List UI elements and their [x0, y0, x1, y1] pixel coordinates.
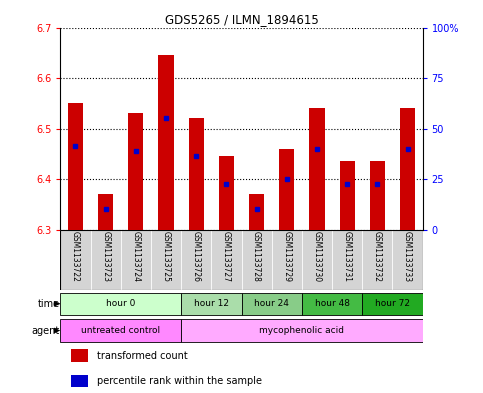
- Bar: [362, 230, 393, 290]
- Bar: [212, 230, 242, 290]
- Bar: [60, 292, 181, 315]
- Text: GSM1133733: GSM1133733: [403, 231, 412, 283]
- Bar: [302, 292, 362, 315]
- Bar: [68, 103, 83, 230]
- Text: GSM1133732: GSM1133732: [373, 231, 382, 282]
- Bar: [151, 230, 181, 290]
- Bar: [332, 230, 362, 290]
- Bar: [219, 156, 234, 230]
- Bar: [400, 108, 415, 230]
- Bar: [158, 55, 173, 230]
- Bar: [181, 319, 423, 342]
- Text: GSM1133731: GSM1133731: [342, 231, 352, 282]
- Text: transformed count: transformed count: [97, 351, 187, 361]
- Bar: [71, 349, 87, 362]
- Bar: [189, 118, 204, 230]
- Text: GSM1133724: GSM1133724: [131, 231, 141, 282]
- Text: GSM1133723: GSM1133723: [101, 231, 110, 282]
- Bar: [370, 162, 385, 230]
- Text: untreated control: untreated control: [81, 326, 160, 335]
- Text: GSM1133727: GSM1133727: [222, 231, 231, 282]
- Text: hour 0: hour 0: [106, 299, 135, 308]
- Text: GSM1133725: GSM1133725: [161, 231, 170, 282]
- Bar: [340, 162, 355, 230]
- Text: GSM1133722: GSM1133722: [71, 231, 80, 282]
- Text: GSM1133726: GSM1133726: [192, 231, 201, 282]
- Bar: [181, 292, 242, 315]
- Bar: [362, 292, 423, 315]
- Title: GDS5265 / ILMN_1894615: GDS5265 / ILMN_1894615: [165, 13, 318, 26]
- Text: GSM1133729: GSM1133729: [282, 231, 291, 282]
- Text: hour 12: hour 12: [194, 299, 229, 308]
- Bar: [302, 230, 332, 290]
- Text: agent: agent: [31, 325, 60, 336]
- Text: hour 48: hour 48: [314, 299, 350, 308]
- Text: hour 24: hour 24: [254, 299, 289, 308]
- Bar: [242, 230, 271, 290]
- Bar: [249, 194, 264, 230]
- Text: hour 72: hour 72: [375, 299, 410, 308]
- Text: GSM1133730: GSM1133730: [313, 231, 322, 283]
- Bar: [128, 113, 143, 230]
- Bar: [121, 230, 151, 290]
- Bar: [279, 149, 294, 230]
- Bar: [310, 108, 325, 230]
- Text: mycophenolic acid: mycophenolic acid: [259, 326, 344, 335]
- Text: GSM1133728: GSM1133728: [252, 231, 261, 282]
- Bar: [271, 230, 302, 290]
- Bar: [71, 375, 87, 387]
- Text: percentile rank within the sample: percentile rank within the sample: [97, 376, 262, 386]
- Bar: [60, 319, 181, 342]
- Bar: [60, 230, 91, 290]
- Bar: [393, 230, 423, 290]
- Bar: [181, 230, 212, 290]
- Bar: [242, 292, 302, 315]
- Text: time: time: [38, 299, 60, 309]
- Bar: [91, 230, 121, 290]
- Bar: [98, 194, 113, 230]
